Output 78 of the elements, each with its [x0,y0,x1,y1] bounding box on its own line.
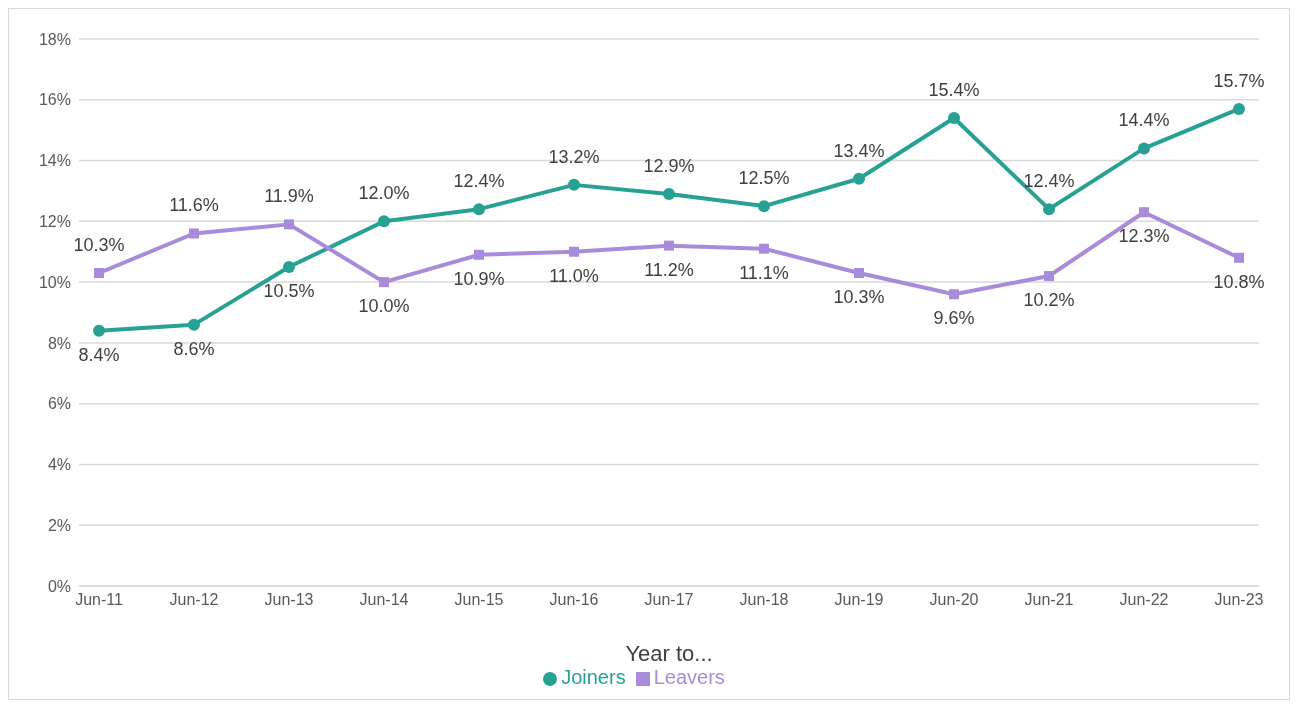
y-tick-label: 4% [47,456,71,474]
x-tick-label: Jun-22 [1119,591,1169,609]
data-label: 13.4% [833,140,885,161]
point [473,203,485,216]
data-label: 9.6% [933,308,975,329]
data-label: 10.2% [1023,290,1075,311]
point [474,249,484,260]
x-tick-label: Jun-21 [1024,591,1074,609]
point [284,219,294,230]
point [948,112,960,125]
y-tick-label: 16% [38,91,71,109]
y-tick-label: 14% [38,152,71,170]
point [854,267,864,278]
data-label: 12.4% [453,171,505,192]
data-label: 11.9% [264,186,314,207]
y-tick-label: 8% [47,334,71,352]
point [664,240,674,251]
point [1043,203,1055,216]
data-label: 10.8% [1213,271,1265,292]
y-tick-label: 6% [47,395,71,413]
data-label: 11.2% [644,259,694,280]
legend-label: Joiners [561,666,626,688]
x-axis-title: Year to... [625,641,713,666]
point [93,324,105,337]
point [663,187,675,200]
data-label: 15.4% [928,80,980,101]
point [1138,142,1150,155]
y-tick-label: 0% [47,577,71,595]
point [283,260,295,273]
point [569,246,579,257]
data-label: 10.3% [833,286,885,307]
point [1139,207,1149,218]
data-label: 10.3% [73,234,125,255]
data-label: 12.0% [358,183,410,204]
legend-label: Leavers [653,666,725,688]
point [1233,102,1245,115]
point [94,267,104,278]
point [568,178,580,191]
data-label: 15.7% [1213,70,1265,91]
x-tick-label: Jun-20 [929,591,979,609]
x-tick-label: Jun-18 [739,591,789,609]
data-label: 8.6% [173,338,215,359]
x-tick-label: Jun-15 [454,591,504,609]
data-label: 10.5% [263,280,315,301]
data-label: 12.3% [1118,226,1170,247]
data-label: 12.5% [738,168,790,189]
point [379,277,389,288]
point [758,200,770,213]
point [949,289,959,300]
data-label: 11.0% [549,265,599,286]
y-tick-label: 10% [38,273,71,291]
point [378,215,390,228]
x-tick-label: Jun-13 [264,591,314,609]
y-tick-label: 18% [38,30,71,48]
x-tick-label: Jun-16 [549,591,599,609]
data-label: 14.4% [1118,110,1170,131]
data-label: 11.6% [169,195,219,216]
data-label: 10.0% [358,296,410,317]
point [1234,252,1244,263]
x-tick-label: Jun-17 [644,591,694,609]
point [759,243,769,254]
x-tick-label: Jun-19 [834,591,884,609]
x-tick-label: Jun-11 [75,591,123,609]
data-label: 11.1% [739,262,789,283]
y-tick-label: 2% [47,516,71,534]
y-tick-label: 12% [38,213,71,231]
data-label: 12.4% [1023,171,1075,192]
data-label: 13.2% [548,146,600,167]
x-tick-label: Jun-23 [1214,591,1264,609]
point [189,228,199,239]
point [853,172,865,185]
point [1044,271,1054,282]
x-tick-label: Jun-14 [359,591,409,609]
point [188,318,200,331]
data-label: 10.9% [453,268,505,289]
data-label: 8.4% [78,344,120,365]
x-tick-label: Jun-12 [169,591,219,609]
data-label: 12.9% [643,155,695,176]
